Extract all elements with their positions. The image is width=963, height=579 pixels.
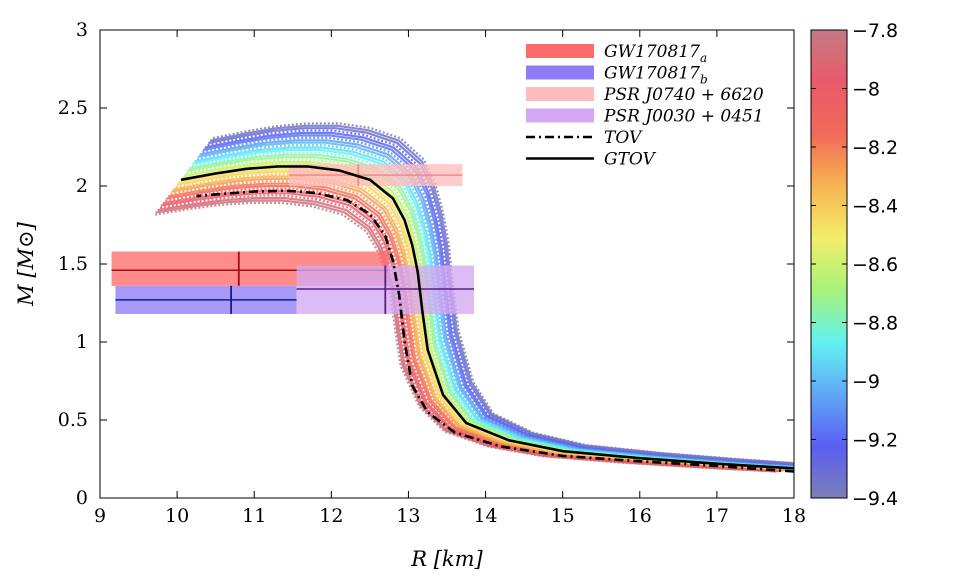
x-tick-label: 15 bbox=[551, 505, 575, 527]
legend-swatch bbox=[526, 65, 594, 80]
y-tick-label: 2 bbox=[76, 175, 88, 197]
x-tick-label: 12 bbox=[319, 505, 343, 527]
legend-label: GTOV bbox=[604, 150, 657, 170]
colorbar-tick-label: −8 bbox=[852, 79, 880, 101]
gtov-curve bbox=[180, 165, 794, 470]
y-tick-label: 1.5 bbox=[58, 253, 88, 275]
y-tick-label: 2.5 bbox=[58, 97, 88, 119]
colorbar bbox=[810, 29, 848, 499]
colorbar-tick-label: −9 bbox=[852, 371, 880, 393]
x-tick-label: 13 bbox=[396, 505, 420, 527]
colorbar-tick-label: −7.8 bbox=[852, 20, 898, 42]
legend-label: GW170817a bbox=[604, 42, 707, 65]
x-tick-label: 18 bbox=[782, 505, 806, 527]
eos-curve bbox=[211, 122, 794, 465]
legend-swatch bbox=[526, 44, 594, 58]
axis-ticks: 9 10 11 12 13 14 15 16 17 18 0 0.5 1 1.5 2 2.5 3 bbox=[58, 19, 806, 527]
colorbar-tick-label: −9.4 bbox=[852, 488, 898, 510]
colorbar-ticks: −7.8 −8 −8.2 −8.4 −8.6 −8.8 −9 −9.2 −9.4 bbox=[811, 20, 898, 510]
legend-swatch bbox=[526, 87, 594, 101]
colorbar-tick-label: −8.6 bbox=[852, 254, 898, 276]
x-axis-title: R [km] bbox=[410, 547, 483, 571]
colorbar-tick-label: −8.4 bbox=[852, 196, 898, 218]
y-tick-label: 3 bbox=[76, 19, 88, 41]
legend-label: PSR J0030 + 0451 bbox=[603, 107, 764, 127]
eos-curve bbox=[201, 136, 794, 466]
legend-swatch bbox=[526, 108, 594, 123]
y-tick-label: 0.5 bbox=[58, 409, 88, 431]
legend-label: PSR J0740 + 6620 bbox=[603, 85, 764, 105]
colorbar-tick-label: −8.2 bbox=[852, 137, 898, 159]
colorbar-tick-label: −8.8 bbox=[852, 313, 898, 335]
tov-curve bbox=[196, 189, 794, 473]
constraint-bands bbox=[111, 164, 474, 314]
x-tick-label: 16 bbox=[628, 505, 652, 527]
colorbar-tick-label: −9.2 bbox=[852, 430, 898, 452]
x-tick-label: 14 bbox=[473, 505, 497, 527]
eos-curve bbox=[159, 194, 780, 473]
y-tick-label: 0 bbox=[76, 487, 88, 509]
x-tick-label: 11 bbox=[242, 505, 266, 527]
main-curves bbox=[180, 165, 794, 473]
legend-label: GW170817b bbox=[604, 64, 708, 87]
eos-curve bbox=[206, 129, 794, 466]
x-tick-label: 17 bbox=[705, 505, 729, 527]
legend-label: TOV bbox=[604, 128, 643, 148]
x-tick-label: 10 bbox=[165, 505, 189, 527]
y-axis-title: M [M⊙] bbox=[14, 221, 38, 306]
y-tick-label: 1 bbox=[76, 331, 88, 353]
x-tick-label: 9 bbox=[94, 505, 106, 527]
